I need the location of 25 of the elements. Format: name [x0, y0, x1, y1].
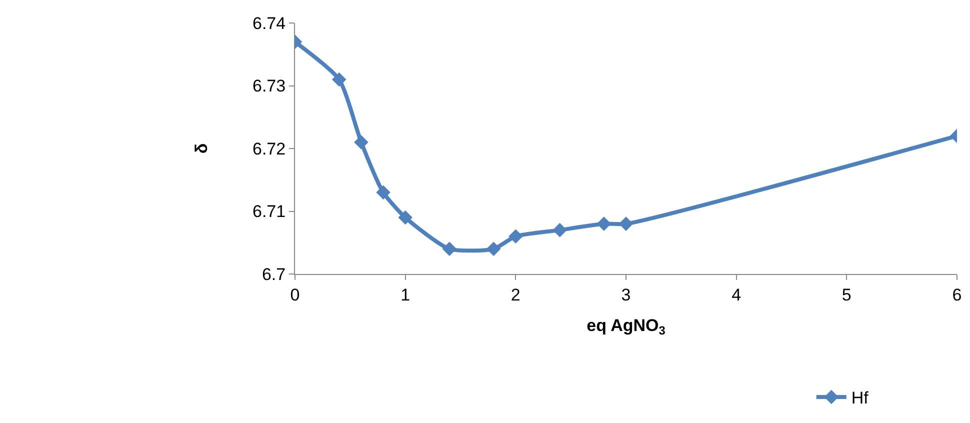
point: [376, 185, 390, 200]
x-tick-label: 3: [621, 285, 631, 304]
x-tick-label: 0: [290, 285, 300, 304]
y-tick-label: 6.71: [252, 202, 286, 222]
point: [354, 135, 368, 150]
point: [442, 242, 457, 256]
point: [332, 72, 346, 87]
point: [486, 242, 501, 256]
y-tick-label: 6.7: [262, 264, 286, 284]
x-tick-label: 1: [400, 285, 410, 304]
x-tick-label: 5: [842, 285, 852, 304]
x-tick-label: 6: [952, 285, 962, 304]
point: [618, 216, 634, 231]
point: [508, 229, 523, 244]
y-axis-title: δ: [192, 143, 212, 154]
y-tick-label: 6.73: [252, 76, 286, 96]
y-tick-label: 6.72: [252, 139, 286, 158]
point: [552, 222, 567, 238]
point: [398, 210, 412, 225]
legend-label: Hf: [851, 388, 869, 408]
x-tick-label: 2: [510, 285, 520, 304]
x-tick-label: 4: [732, 285, 742, 304]
y-tick-label: 6.74: [252, 14, 286, 33]
x-axis-title: eq AgNO$_{3}$: [586, 316, 666, 338]
point: [596, 216, 612, 231]
